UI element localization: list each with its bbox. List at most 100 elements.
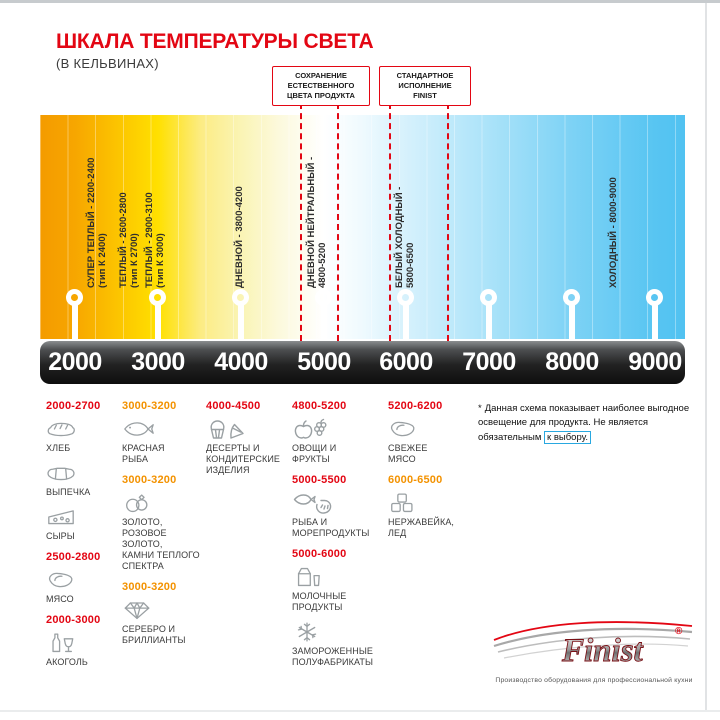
- legend-group: 2500-2800 МЯСО: [46, 551, 116, 605]
- scale-marker-4000: [232, 289, 249, 306]
- range-label: 4800-5200: [292, 400, 347, 412]
- zone-label-sub: (тип К 2700): [129, 233, 140, 288]
- dashed-line-5800: [389, 103, 391, 341]
- wing-stroke-red: [493, 621, 693, 641]
- legend-group: 3000-3200 КРАСНАЯ РЫБА: [122, 400, 202, 465]
- zone-label-super-warm: СУПЕР ТЕПЛЫЙ - 2200-2400 (тип К 2400): [86, 158, 108, 288]
- footnote-asterisk: *: [478, 403, 482, 414]
- zone-label-sub: 5800-6500: [405, 242, 416, 288]
- legend-item: ВЫПЕЧКА: [46, 461, 116, 498]
- fruit-icon: [292, 417, 328, 441]
- scale-tick: 8000: [545, 348, 599, 376]
- finist-logo: Finist ®: [493, 621, 693, 669]
- scale-tick: 3000: [131, 348, 185, 376]
- callout-natural-color: СОХРАНЕНИЕ ЕСТЕСТВЕННОГО ЦВЕТА ПРОДУКТА: [272, 66, 370, 107]
- kelvin-scale-bar: 2000 3000 4000 5000 6000 7000 8000 9000: [40, 341, 685, 384]
- legend-column-5: 5200-6200 СВЕЖЕЕ МЯСО 6000-6500 НЕРЖАВЕЙ…: [388, 400, 458, 546]
- brand-block: Finist ® Производство оборудования для п…: [490, 614, 700, 684]
- croissant-icon: [46, 461, 76, 485]
- zone-label-main: ХОЛОДНЫЙ - 8000-9000: [608, 177, 619, 288]
- legend-item: ОВОЩИ И ФРУКТЫ: [292, 417, 388, 465]
- scale-marker-9000: [646, 289, 663, 306]
- footnote: * Данная схема показывает наиболее выгодн…: [478, 402, 703, 445]
- zone-label-main: БЕЛЫЙ ХОЛОДНЫЙ -: [394, 186, 405, 288]
- zone-label-cool-white: БЕЛЫЙ ХОЛОДНЫЙ - 5800-6500: [394, 187, 416, 288]
- zone-label-main: ДНЕВНОЙ НЕЙТРАЛЬНЫЙ -: [306, 156, 317, 288]
- legend-group: 6000-6500 НЕРЖАВЕЙКА, ЛЕД: [388, 474, 458, 539]
- fish-icon: [122, 417, 156, 441]
- zone-label-cold: ХОЛОДНЫЙ - 8000-9000: [608, 177, 619, 288]
- legend-item-label: ВЫПЕЧКА: [46, 486, 91, 497]
- range-label: 5000-6000: [292, 547, 347, 560]
- legend-column-3: 4000-4500 ДЕСЕРТЫ И КОНДИТЕРСКИЕ ИЗДЕЛИЯ: [206, 400, 292, 483]
- registered-mark: ®: [675, 626, 683, 637]
- dashed-line-6500: [447, 103, 449, 341]
- legend-group: 4800-5200 ОВОЩИ И ФРУКТЫ: [292, 400, 388, 465]
- zone-label-main: ТЕПЛЫЙ - 2900-3100: [144, 192, 155, 288]
- ice-cubes-icon: [388, 491, 418, 515]
- legend-item: НЕРЖАВЕЙКА, ЛЕД: [388, 491, 458, 539]
- legend-item: МОЛОЧНЫЕ ПРОДУКТЫ: [292, 565, 388, 613]
- gem-icon: [122, 598, 152, 622]
- zone-label-sub: 4800-5200: [317, 242, 328, 288]
- legend-group: 4000-4500 ДЕСЕРТЫ И КОНДИТЕРСКИЕ ИЗДЕЛИЯ: [206, 400, 292, 476]
- meat-icon: [46, 568, 76, 592]
- legend-item-label: СЫРЫ: [46, 530, 75, 541]
- wing-stroke: [497, 635, 691, 653]
- legend-column-4: 4800-5200 ОВОЩИ И ФРУКТЫ 5000-5500 РЫБА …: [292, 400, 388, 675]
- scale-marker-7000: [480, 289, 497, 306]
- dashed-line-5200: [337, 103, 339, 341]
- range-label: 3000-3200: [122, 580, 177, 593]
- wing-stroke: [503, 643, 689, 659]
- legend-item: ЗАМОРОЖЕННЫЕ ПОЛУФАБРИКАТЫ: [292, 620, 388, 668]
- scale-tick: 7000: [462, 348, 516, 376]
- seafood-icon: [292, 491, 332, 515]
- legend-item-label: ХЛЕБ: [46, 443, 71, 453]
- zone-label-warm-2700: ТЕПЛЫЙ - 2600-2800 (тип К 2700): [118, 192, 140, 288]
- callout-line: ЕСТЕСТВЕННОГО: [287, 81, 355, 91]
- cheese-icon: [46, 505, 76, 529]
- legend-item-label: СЕРЕБРО И БРИЛЛИАНТЫ: [122, 623, 186, 645]
- legend-item-label: ЗОЛОТО, РОЗОВОЕ ЗОЛОТО, КАМНИ ТЕПЛОГО СП…: [122, 516, 200, 571]
- zone-label-main: СУПЕР ТЕПЛЫЙ - 2200-2400: [86, 157, 97, 288]
- legend-item: СВЕЖЕЕ МЯСО: [388, 417, 458, 465]
- dessert-icon: [206, 417, 246, 441]
- brand-name: Finist: [561, 633, 644, 669]
- legend-item: СЕРЕБРО И БРИЛЛИАНТЫ: [122, 598, 202, 646]
- scale-tick: 2000: [48, 348, 102, 376]
- brand-tagline: Производство оборудования для профессион…: [495, 677, 693, 684]
- page-title: ШКАЛА ТЕМПЕРАТУРЫ СВЕТА: [56, 30, 374, 53]
- color-temperature-band: [40, 115, 685, 339]
- dashed-line-4800: [300, 103, 302, 341]
- page-edge-right: [705, 3, 707, 712]
- legend-item: ЗОЛОТО, РОЗОВОЕ ЗОЛОТО, КАМНИ ТЕПЛОГО СП…: [122, 491, 202, 572]
- legend-item-label: АКОГОЛЬ: [46, 656, 88, 667]
- scale-marker-3000: [149, 289, 166, 306]
- bread-icon: [46, 417, 76, 441]
- callout-line: СТАНДАРТНОЕ: [396, 71, 454, 80]
- rings-icon: [122, 491, 152, 515]
- legend-item-label: МЯСО: [46, 593, 74, 604]
- wing-stroke: [493, 627, 693, 648]
- zone-label-neutral-daylight: ДНЕВНОЙ НЕЙТРАЛЬНЫЙ - 4800-5200: [306, 157, 328, 288]
- range-label: 3000-3200: [122, 400, 177, 412]
- meat-icon: [388, 417, 418, 441]
- zone-label-daylight: ДНЕВНОЙ - 3800-4200: [234, 186, 245, 288]
- legend-item: АКОГОЛЬ: [46, 631, 116, 668]
- legend-item-label: СВЕЖЕЕ МЯСО: [388, 443, 428, 464]
- legend-group: 3000-3200 СЕРЕБРО И БРИЛЛИАНТЫ: [122, 581, 202, 646]
- legend-column-1: 2000-2700 ХЛЕБ ВЫПЕЧКА СЫРЫ 2500-2800 МЯ…: [46, 400, 116, 675]
- legend-item: РЫБА И МОРЕПРОДУКТЫ: [292, 491, 388, 539]
- range-label: 2000-2700: [46, 400, 101, 412]
- legend-item: ХЛЕБ: [46, 417, 116, 454]
- page-edge-bottom: [0, 710, 720, 712]
- callout-standard-finist: СТАНДАРТНОЕ ИСПОЛНЕНИЕ FINIST: [379, 66, 471, 107]
- legend-item-label: ОВОЩИ И ФРУКТЫ: [292, 443, 337, 464]
- legend-group: 5000-5500 РЫБА И МОРЕПРОДУКТЫ: [292, 474, 388, 539]
- legend-group: 2000-2700 ХЛЕБ ВЫПЕЧКА СЫРЫ: [46, 400, 116, 542]
- zone-label-main: ДНЕВНОЙ - 3800-4200: [234, 186, 245, 288]
- legend-item-label: КРАСНАЯ РЫБА: [122, 443, 165, 464]
- callout-line: FINIST: [413, 91, 437, 101]
- callout-line: ИСПОЛНЕНИЕ: [398, 81, 452, 91]
- page-subtitle: (В КЕЛЬВИНАХ): [56, 56, 159, 71]
